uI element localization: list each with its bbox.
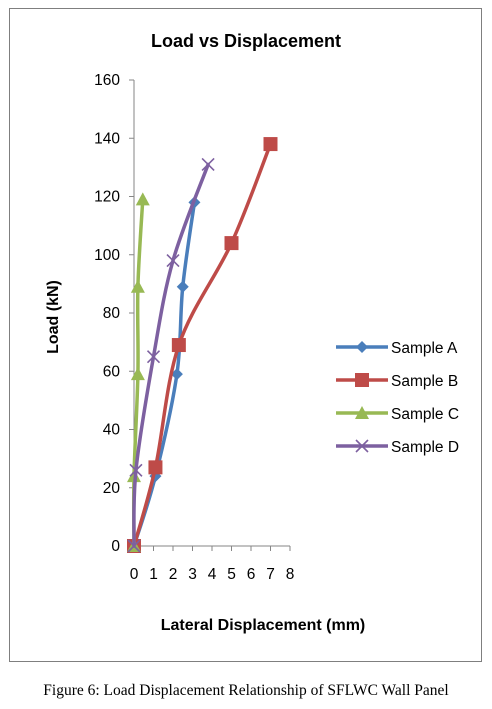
y-tick-label: 0 xyxy=(111,538,120,555)
sample-d-point-stroke xyxy=(129,463,143,477)
sample-c-point xyxy=(130,367,145,381)
sample-a-line xyxy=(132,200,197,548)
y-tick-label: 60 xyxy=(103,363,121,380)
chart-title: Load vs Displacement xyxy=(151,31,341,51)
sample-d-point xyxy=(166,254,180,268)
y-tick-label: 120 xyxy=(94,189,120,206)
y-tick-label: 100 xyxy=(94,247,120,264)
y-tick-label: 160 xyxy=(94,72,120,89)
figure-caption: Figure 6: Load Displacement Relationship… xyxy=(43,682,449,699)
x-tick-label: 1 xyxy=(149,566,158,583)
chart-frame: Load vs Displacement Load (kN) Lateral D… xyxy=(9,8,482,662)
sample-d-point-stroke xyxy=(127,539,141,553)
sample-c-point xyxy=(130,279,145,293)
y-tick-label: 40 xyxy=(103,422,121,439)
sample-d-legend-marker-stroke xyxy=(355,439,369,453)
sample-d-legend-label: Sample D xyxy=(391,439,459,456)
x-tick-label: 3 xyxy=(188,566,197,583)
x-tick-label: 0 xyxy=(130,566,139,583)
sample-b-legend-label: Sample B xyxy=(391,373,458,390)
sample-b-point xyxy=(148,460,163,475)
sample-b-point xyxy=(263,137,278,152)
y-axis-label: Load (kN) xyxy=(45,280,62,354)
sample-d-point-stroke xyxy=(166,254,180,268)
x-tick-label: 4 xyxy=(208,566,217,583)
sample-a-legend-marker xyxy=(356,341,368,353)
y-tick-label: 140 xyxy=(94,130,120,147)
legend: Sample A Sample B Sample C Sample D xyxy=(336,340,459,456)
x-tick-label: 7 xyxy=(266,566,275,583)
sample-d-point xyxy=(127,539,141,553)
sample-d-point xyxy=(129,463,143,477)
sample-b-legend-marker xyxy=(355,373,369,387)
sample-a-point xyxy=(170,368,183,381)
sample-c-legend-label: Sample C xyxy=(391,406,459,423)
y-tick-label: 20 xyxy=(103,480,121,497)
sample-d-point-stroke xyxy=(146,350,161,364)
sample-b-point xyxy=(224,236,239,251)
sample-c-point xyxy=(135,192,150,206)
sample-d-line xyxy=(132,162,210,548)
x-axis-label: Lateral Displacement (mm) xyxy=(161,617,366,634)
y-tick-label: 80 xyxy=(103,305,121,322)
load-displacement-chart: Load vs Displacement Load (kN) Lateral D… xyxy=(45,31,459,634)
sample-c-legend-marker xyxy=(355,406,369,419)
x-tick-label: 8 xyxy=(286,566,295,583)
sample-d-legend-marker xyxy=(355,439,369,453)
sample-a-point xyxy=(176,280,189,293)
x-tick-label: 6 xyxy=(247,566,256,583)
x-tick-label: 2 xyxy=(169,566,178,583)
sample-d-point xyxy=(201,157,215,172)
x-tick-label: 5 xyxy=(227,566,236,583)
sample-d-point-stroke xyxy=(201,157,215,172)
sample-a-legend-label: Sample A xyxy=(391,340,458,357)
sample-d-point xyxy=(146,350,161,364)
sample-b-point xyxy=(171,338,186,353)
